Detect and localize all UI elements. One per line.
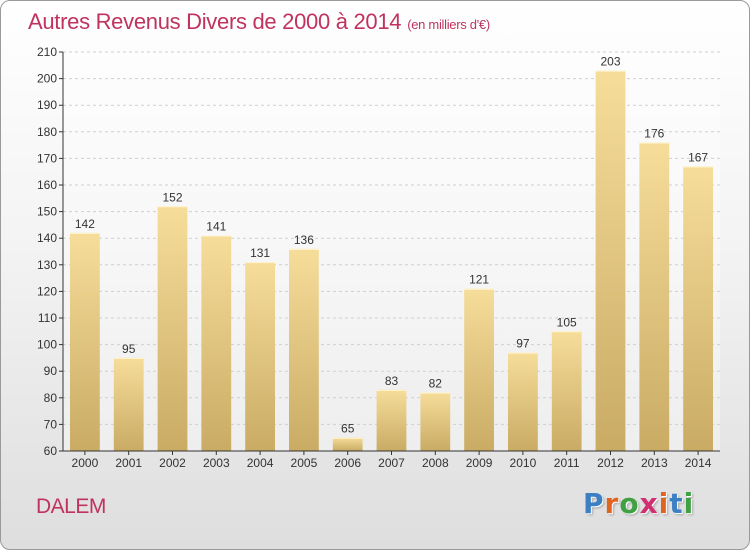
y-tick-label: 80 [44, 391, 58, 405]
x-tick-label: 2002 [159, 456, 186, 470]
y-tick-label: 190 [37, 98, 57, 112]
y-tick-label: 150 [37, 205, 57, 219]
y-tick-label: 170 [37, 151, 57, 165]
data-label: 176 [644, 126, 664, 140]
x-tick-label: 2014 [685, 456, 712, 470]
x-tick-label: 2011 [554, 456, 580, 470]
bar [595, 70, 626, 452]
data-label: 141 [206, 220, 226, 234]
data-label: 97 [516, 337, 530, 351]
data-label: 136 [294, 233, 314, 247]
chart-title: Autres Revenus Divers de 2000 à 2014 (en … [28, 9, 490, 35]
bar [551, 331, 582, 451]
data-label: 121 [469, 273, 489, 287]
proxiti-logo: Proxiti [583, 487, 694, 520]
x-tick-label: 2013 [641, 456, 668, 470]
x-tick-label: 2003 [203, 456, 230, 470]
x-tick-label: 2000 [72, 456, 99, 470]
y-tick-label: 60 [44, 444, 58, 458]
chart-unit: (en milliers d'€) [407, 17, 490, 32]
logo-letter: i [683, 487, 695, 520]
data-label: 152 [162, 190, 182, 204]
y-tick-label: 200 [37, 72, 57, 86]
bar [289, 248, 319, 451]
data-label: 82 [429, 376, 443, 390]
bar [376, 389, 407, 451]
data-label: 203 [600, 55, 620, 69]
logo-letter: o [619, 487, 640, 520]
bar [113, 357, 144, 451]
bar [245, 262, 275, 451]
data-label: 131 [250, 246, 270, 260]
bar [464, 288, 494, 451]
x-tick-label: 2008 [422, 456, 449, 470]
y-tick-label: 120 [37, 284, 57, 298]
data-label: 65 [341, 422, 355, 436]
bar [70, 232, 100, 451]
y-tick-label: 100 [37, 338, 57, 352]
bar [420, 392, 451, 451]
data-label: 142 [75, 217, 95, 231]
x-tick-label: 2010 [510, 456, 537, 470]
logo-letter: t [669, 487, 684, 520]
y-tick-label: 130 [37, 258, 57, 272]
data-label: 105 [557, 315, 577, 329]
x-tick-label: 2001 [115, 456, 142, 470]
logo-letter: i [658, 487, 670, 520]
bar [639, 142, 670, 451]
y-tick-label: 180 [37, 125, 57, 139]
place-name: DALEM [36, 495, 106, 518]
y-tick-label: 160 [37, 178, 57, 192]
bar [332, 437, 363, 451]
data-label: 167 [688, 150, 708, 164]
chart-title-text: Autres Revenus Divers de 2000 à 2014 [28, 9, 402, 34]
x-tick-label: 2007 [378, 456, 405, 470]
logo-letter: x [639, 487, 659, 520]
x-tick-label: 2005 [291, 456, 318, 470]
data-label: 95 [122, 342, 136, 356]
bar [683, 166, 713, 451]
x-tick-label: 2009 [466, 456, 493, 470]
bar [508, 352, 538, 451]
logo-letter: P [583, 487, 605, 520]
x-tick-label: 2006 [334, 456, 361, 470]
y-tick-label: 110 [38, 311, 57, 325]
y-tick-label: 70 [44, 417, 58, 431]
bar [201, 235, 232, 451]
x-tick-label: 2004 [247, 456, 274, 470]
logo-letter: r [604, 487, 620, 520]
bar [157, 206, 188, 451]
y-tick-label: 140 [37, 231, 57, 245]
y-tick-label: 90 [44, 364, 58, 378]
data-label: 83 [385, 374, 399, 388]
y-tick-label: 210 [37, 45, 57, 59]
x-tick-label: 2012 [597, 456, 624, 470]
